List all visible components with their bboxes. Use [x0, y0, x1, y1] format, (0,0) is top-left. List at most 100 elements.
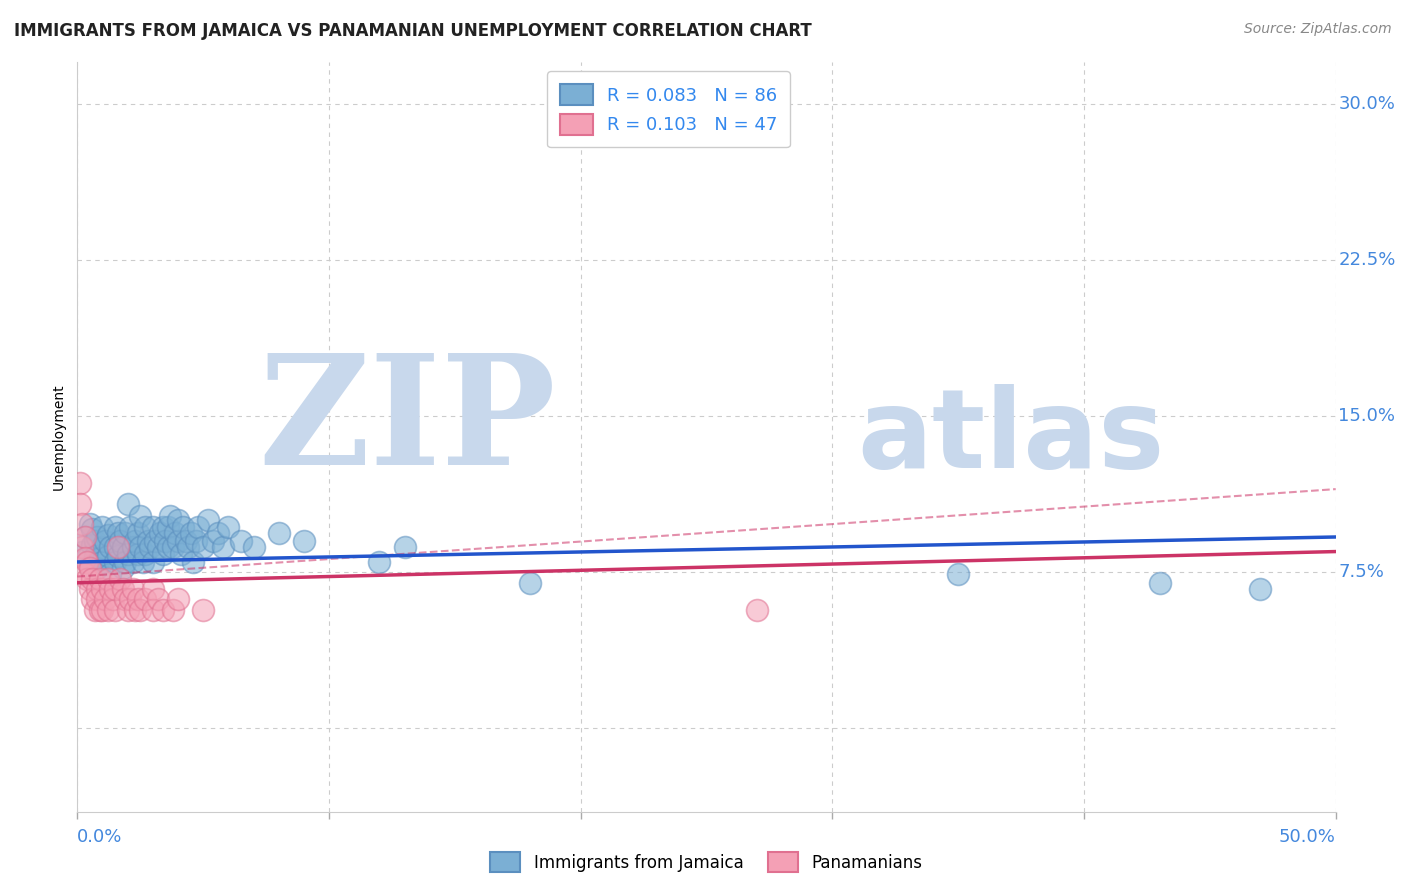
Point [1149, 575, 1171, 590]
Point [89, 603, 111, 617]
Point [84, 534, 107, 549]
Point [94, 592, 117, 607]
Point [108, 534, 131, 549]
Point [120, 519, 142, 533]
Point [152, 603, 174, 617]
Point [79, 582, 101, 596]
Text: atlas: atlas [858, 384, 1166, 491]
Point [127, 547, 149, 561]
Point [134, 547, 156, 561]
Point [91, 582, 114, 596]
Point [91, 603, 114, 617]
Point [146, 541, 169, 555]
Point [69, 475, 91, 490]
Point [202, 534, 225, 549]
Point [104, 519, 127, 533]
Point [91, 541, 114, 555]
Point [79, 559, 101, 574]
Point [98, 582, 121, 596]
Point [146, 592, 169, 607]
Point [292, 534, 315, 549]
Point [394, 541, 416, 555]
Point [162, 541, 184, 555]
Point [84, 603, 107, 617]
Point [96, 572, 118, 586]
Point [155, 534, 177, 549]
Point [242, 541, 264, 555]
Point [117, 547, 139, 561]
Point [79, 561, 101, 575]
Point [134, 519, 156, 533]
Point [114, 592, 136, 607]
Point [187, 519, 209, 533]
Point [84, 549, 107, 563]
Point [82, 572, 104, 586]
Point [108, 572, 131, 586]
Point [72, 517, 94, 532]
Point [156, 541, 179, 555]
Point [73, 530, 96, 544]
Point [129, 509, 152, 524]
Point [98, 567, 121, 582]
Point [89, 550, 111, 565]
Point [101, 592, 124, 607]
Point [152, 547, 174, 561]
Point [104, 603, 127, 617]
Point [111, 582, 134, 596]
Text: 22.5%: 22.5% [1339, 252, 1396, 269]
Point [368, 555, 391, 569]
Point [191, 603, 215, 617]
Point [121, 582, 143, 596]
Point [129, 603, 152, 617]
Point [114, 525, 136, 540]
Point [169, 547, 191, 561]
Point [1249, 582, 1271, 596]
Point [91, 519, 114, 533]
Point [76, 550, 98, 565]
Point [72, 544, 94, 558]
Point [127, 592, 149, 607]
Point [111, 561, 134, 575]
Point [79, 517, 101, 532]
Point [267, 525, 290, 540]
Point [114, 555, 136, 569]
Point [172, 519, 194, 533]
Point [73, 530, 96, 544]
Point [121, 555, 143, 569]
Point [142, 519, 165, 533]
Text: 50.0%: 50.0% [1279, 829, 1336, 847]
Point [96, 528, 118, 542]
Point [86, 582, 108, 596]
Point [86, 530, 108, 544]
Point [159, 509, 181, 524]
Point [745, 603, 768, 617]
Point [82, 538, 104, 552]
Point [217, 519, 239, 533]
Point [107, 525, 129, 540]
Point [104, 555, 127, 569]
Point [948, 567, 970, 582]
Point [72, 541, 94, 555]
Text: 7.5%: 7.5% [1339, 564, 1384, 582]
Point [82, 522, 104, 536]
Point [174, 534, 197, 549]
Point [167, 534, 190, 549]
Point [127, 525, 149, 540]
Point [129, 541, 152, 555]
Text: ZIP: ZIP [257, 348, 555, 497]
Point [197, 513, 219, 527]
Point [89, 572, 111, 586]
Point [94, 534, 117, 549]
Point [82, 592, 104, 607]
Point [76, 555, 98, 569]
Point [91, 555, 114, 569]
Point [152, 519, 174, 533]
Point [180, 525, 202, 540]
Point [111, 541, 134, 555]
Point [184, 534, 207, 549]
Point [156, 519, 179, 533]
Point [177, 541, 200, 555]
Point [107, 541, 129, 555]
Legend: Immigrants from Jamaica, Panamanians: Immigrants from Jamaica, Panamanians [484, 846, 929, 879]
Point [104, 582, 127, 596]
